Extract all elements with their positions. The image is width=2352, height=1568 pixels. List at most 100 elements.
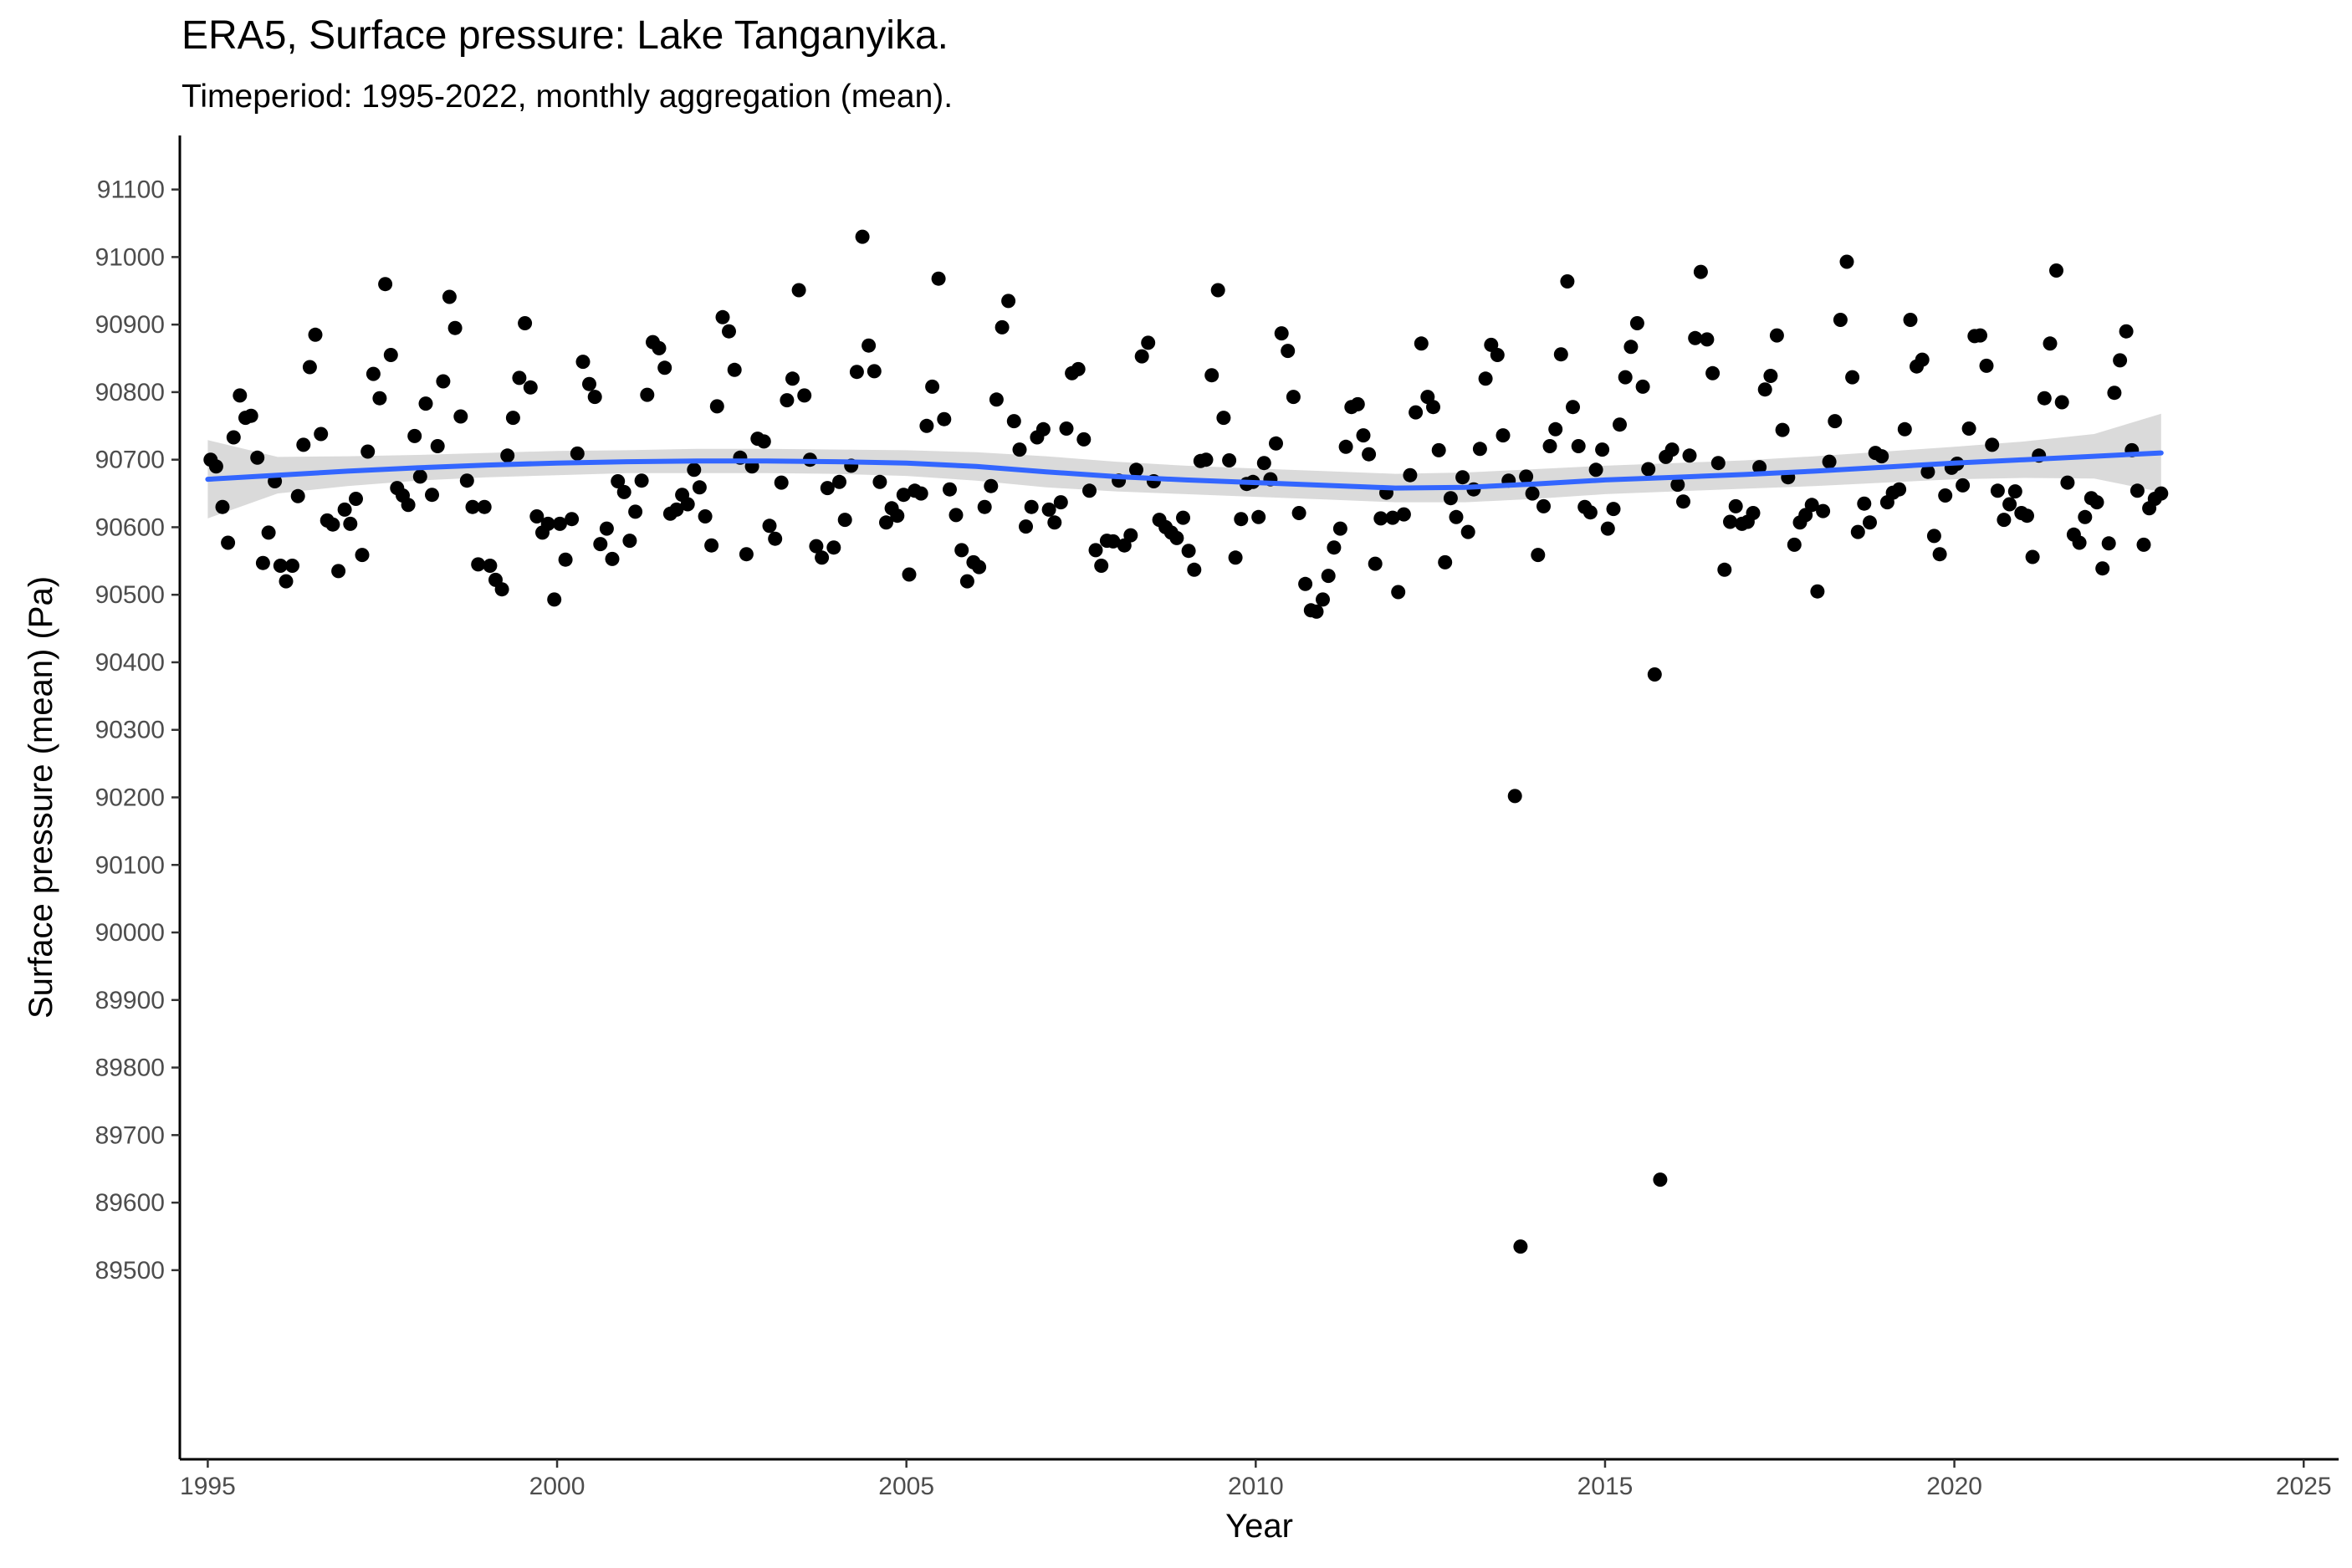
data-point — [314, 426, 329, 442]
data-point — [1688, 330, 1703, 345]
data-point — [1757, 382, 1772, 397]
data-point — [518, 316, 533, 330]
y-tick-label: 90500 — [95, 581, 165, 609]
data-point — [1973, 328, 1987, 343]
data-point — [989, 392, 1004, 407]
x-tick-label: 2020 — [1926, 1473, 1982, 1500]
data-point — [1752, 460, 1767, 475]
data-point — [1629, 316, 1644, 330]
data-point — [1012, 442, 1027, 457]
data-point — [791, 283, 806, 298]
data-point — [2154, 486, 2169, 501]
data-point — [349, 492, 363, 506]
y-tick-label: 90100 — [95, 851, 165, 879]
data-point — [1088, 543, 1103, 558]
data-point — [1274, 326, 1289, 341]
data-point — [250, 450, 265, 465]
data-point — [500, 448, 515, 463]
data-point — [913, 486, 928, 501]
data-point — [1804, 498, 1819, 513]
data-point — [1356, 428, 1371, 443]
data-point — [1216, 411, 1231, 426]
data-point — [505, 411, 520, 426]
x-tick-label: 1995 — [180, 1473, 236, 1500]
data-point — [1553, 347, 1568, 362]
y-tick-label: 89700 — [95, 1121, 165, 1149]
x-tick-label: 2015 — [1577, 1473, 1634, 1500]
data-point — [273, 559, 288, 573]
data-point — [540, 516, 555, 531]
data-point — [762, 518, 777, 534]
data-point — [1833, 313, 1848, 327]
data-point — [837, 513, 852, 528]
data-point — [1134, 349, 1149, 364]
data-point — [1519, 469, 1534, 484]
smooth-line-layer — [205, 450, 2164, 491]
data-point — [890, 508, 905, 524]
data-point — [657, 360, 672, 375]
data-point — [1234, 512, 1249, 527]
data-point — [687, 462, 702, 478]
data-point — [552, 516, 567, 531]
data-point — [447, 320, 463, 335]
data-point — [233, 388, 248, 403]
y-tick-label: 90400 — [95, 649, 165, 677]
x-tick-label: 2000 — [529, 1473, 585, 1500]
data-point — [1682, 448, 1697, 463]
data-point — [1542, 439, 1557, 453]
data-point — [1316, 592, 1330, 607]
data-point — [1338, 439, 1353, 454]
data-point — [1787, 537, 1802, 552]
data-point — [756, 434, 771, 449]
data-point — [1228, 550, 1243, 565]
data-point — [1647, 667, 1662, 682]
data-point — [523, 380, 538, 395]
data-point — [605, 551, 620, 566]
data-point — [722, 324, 736, 339]
data-point — [215, 499, 230, 514]
data-point — [739, 547, 754, 562]
data-point — [1956, 478, 1971, 493]
data-point — [383, 348, 398, 362]
data-point — [628, 504, 643, 519]
data-point — [692, 480, 707, 495]
data-point — [1332, 521, 1347, 536]
data-point — [902, 567, 917, 582]
data-point — [2089, 495, 2104, 510]
data-point — [768, 531, 783, 546]
data-point — [255, 555, 270, 570]
data-point — [1903, 313, 1918, 327]
x-tick-label: 2010 — [1228, 1473, 1284, 1500]
data-point — [1426, 400, 1440, 415]
data-point — [1438, 554, 1453, 569]
data-point — [2101, 536, 2116, 551]
data-point — [959, 574, 974, 589]
data-point — [1700, 332, 1715, 347]
data-point — [1588, 462, 1603, 478]
data-point — [1705, 365, 1721, 381]
y-tick-label: 90700 — [95, 447, 165, 474]
data-point — [1990, 483, 2005, 498]
data-point — [715, 309, 730, 324]
data-point — [2060, 475, 2075, 490]
x-axis-title: Year — [1225, 1508, 1293, 1545]
y-tick-label: 89900 — [95, 987, 165, 1014]
data-point — [1845, 370, 1860, 385]
data-point — [954, 543, 969, 558]
data-point — [1251, 509, 1266, 524]
data-point — [937, 411, 952, 426]
data-point — [780, 393, 795, 408]
data-point — [1024, 499, 1039, 514]
data-point — [919, 418, 934, 433]
data-point — [471, 557, 486, 572]
data-point — [1775, 422, 1790, 437]
data-point — [2037, 391, 2052, 406]
data-point — [208, 459, 223, 474]
data-point — [1076, 432, 1092, 447]
data-point — [430, 439, 445, 453]
data-point — [1664, 442, 1680, 457]
data-point — [1920, 464, 1935, 479]
data-point — [512, 370, 527, 386]
data-point — [709, 399, 724, 414]
